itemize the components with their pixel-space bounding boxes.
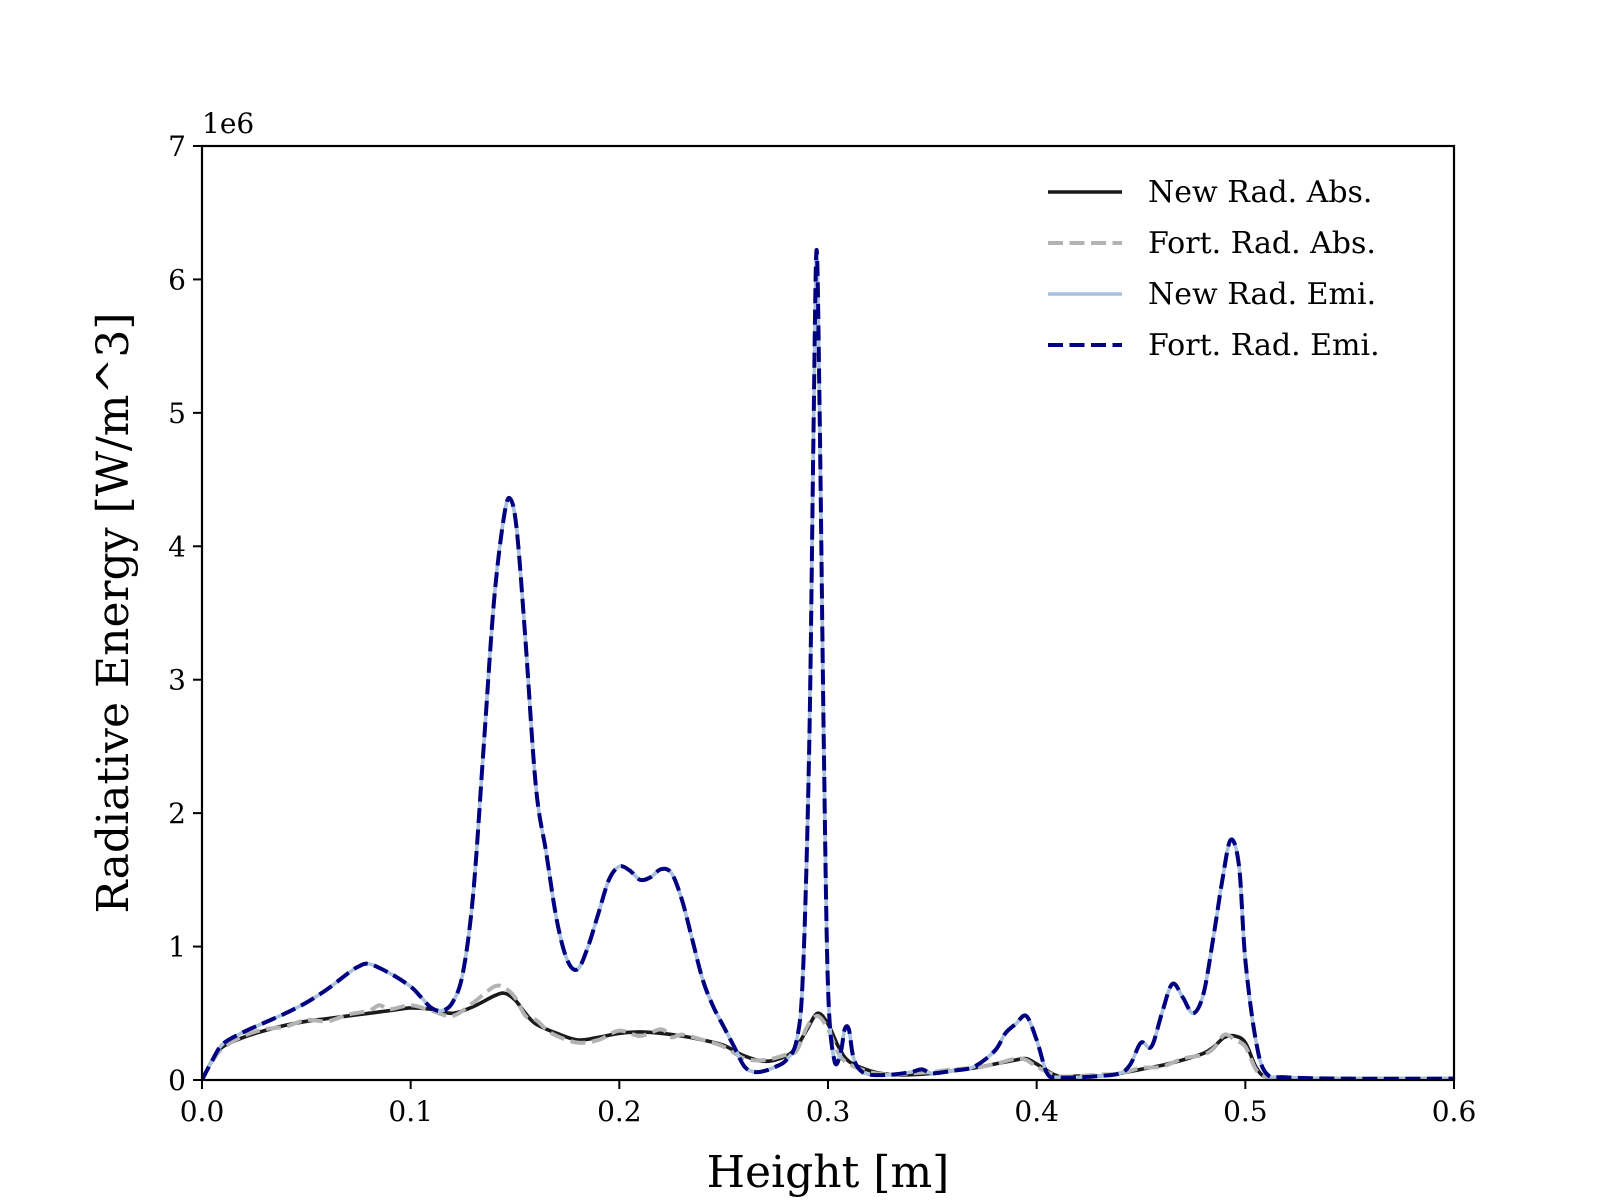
- legend-label: Fort. Rad. Abs.: [1148, 226, 1376, 261]
- y-tick-label: 2: [168, 797, 186, 830]
- x-axis-label: Height [m]: [707, 1147, 950, 1198]
- legend: New Rad. Abs. Fort. Rad. Abs. New Rad. Emi…: [1048, 175, 1380, 363]
- x-tick-label: 0.2: [597, 1095, 642, 1128]
- x-tick-label: 0.3: [806, 1095, 851, 1128]
- legend-label: New Rad. Emi.: [1148, 277, 1376, 312]
- y-tick-label: 4: [168, 530, 186, 563]
- legend-label: New Rad. Abs.: [1148, 175, 1372, 210]
- legend-label: Fort. Rad. Emi.: [1148, 328, 1380, 363]
- y-tick-label: 6: [168, 263, 186, 296]
- x-axis: 0.0 0.1 0.2 0.3 0.4 0.5 0.6: [180, 1080, 1477, 1128]
- x-tick-label: 0.1: [388, 1095, 433, 1128]
- y-tick-label: 0: [168, 1064, 186, 1097]
- y-tick-label: 5: [168, 397, 186, 430]
- series-line-fort-rad-abs: [202, 983, 1454, 1080]
- y-axis-label: Radiative Energy [W/m^3]: [88, 313, 139, 914]
- y-offset-label: 1e6: [202, 107, 254, 140]
- x-tick-label: 0.4: [1014, 1095, 1059, 1128]
- y-tick-label: 3: [168, 664, 186, 697]
- x-tick-label: 0.0: [180, 1095, 225, 1128]
- x-tick-label: 0.6: [1432, 1095, 1477, 1128]
- y-tick-label: 1: [168, 931, 186, 964]
- y-axis: 0 1 2 3 4 5 6 7: [168, 130, 202, 1097]
- series-line-fort-rad-emi: [202, 248, 1454, 1080]
- y-tick-label: 7: [168, 130, 186, 163]
- x-tick-label: 0.5: [1223, 1095, 1268, 1128]
- series-layer: [202, 248, 1454, 1080]
